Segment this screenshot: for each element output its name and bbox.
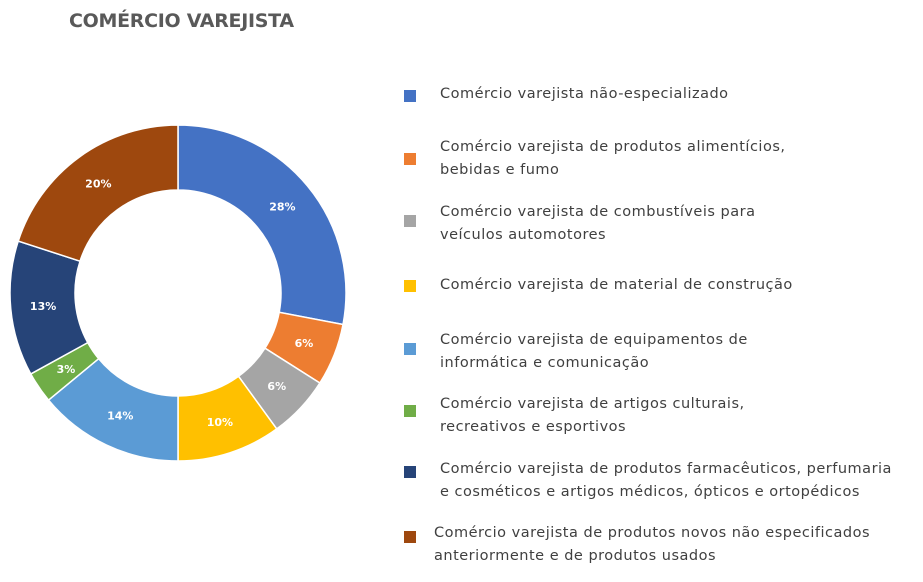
slice-label-4: 10% bbox=[207, 416, 233, 429]
legend-swatch-8 bbox=[404, 531, 416, 543]
donut-slice-1 bbox=[177, 124, 347, 326]
slice-label-8: 20% bbox=[85, 177, 111, 190]
legend-swatch-3 bbox=[404, 215, 416, 227]
legend-swatch-4 bbox=[404, 280, 416, 292]
legend-label-4: Comércio varejista de material de constr… bbox=[440, 277, 793, 293]
legend-swatch-7 bbox=[404, 466, 416, 478]
legend-label-7: Comércio varejista de produtos farmacêut… bbox=[440, 461, 892, 500]
slice-label-5: 14% bbox=[107, 410, 133, 423]
legend-label-1: Comércio varejista não-especializado bbox=[440, 86, 729, 102]
slice-label-6: 3% bbox=[57, 363, 76, 376]
slice-label-1: 28% bbox=[269, 201, 295, 214]
chart-title: COMÉRCIO VAREJISTA bbox=[69, 10, 294, 32]
legend-label-8: Comércio varejista de produtos novos não… bbox=[434, 525, 871, 564]
slice-label-2: 6% bbox=[295, 337, 314, 350]
legend-label-5: Comércio varejista de equipamentos de inf… bbox=[440, 332, 748, 371]
legend-label-2: Comércio varejista de produtos alimentíc… bbox=[440, 139, 786, 178]
legend-swatch-1 bbox=[404, 90, 416, 102]
legend-swatch-2 bbox=[404, 153, 416, 165]
legend-label-6: Comércio varejista de artigos culturais,… bbox=[440, 396, 745, 435]
slice-label-3: 6% bbox=[267, 380, 286, 393]
slice-label-7: 13% bbox=[30, 300, 56, 313]
legend-label-3: Comércio varejista de combustíveis para v… bbox=[440, 204, 756, 243]
legend-swatch-5 bbox=[404, 343, 416, 355]
legend-swatch-6 bbox=[404, 405, 416, 417]
donut-chart: 28% 6% 6% 10% 14% 3% 13% 20% bbox=[9, 124, 347, 462]
donut-slice-8 bbox=[17, 124, 179, 263]
